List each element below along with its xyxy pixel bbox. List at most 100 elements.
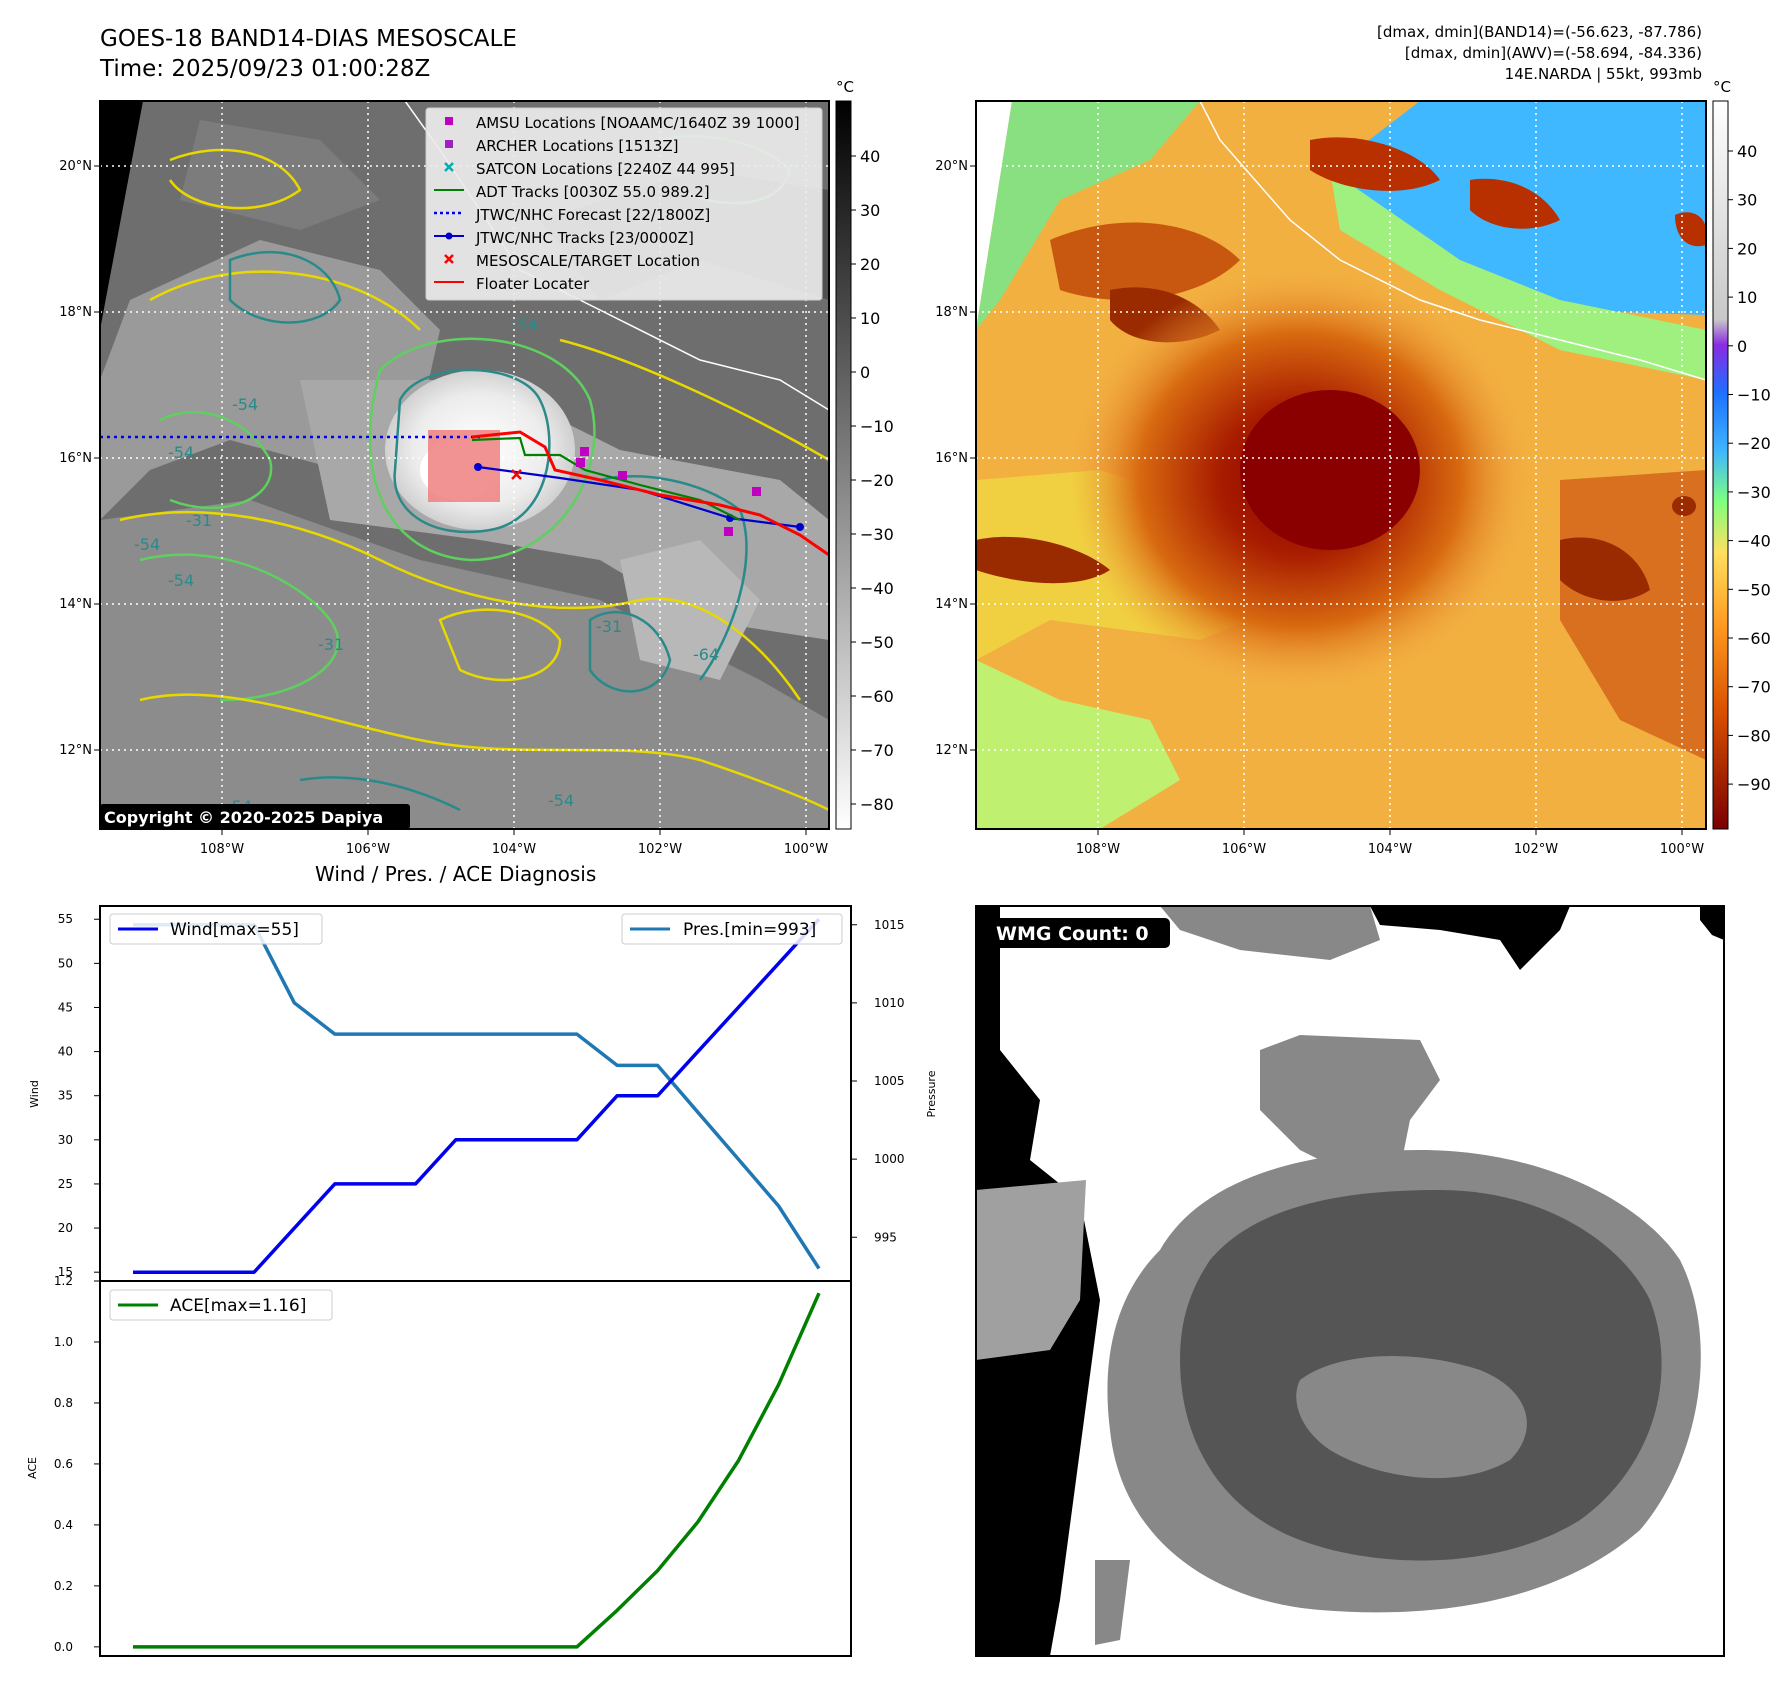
ace-tick-label: 0.0 [54,1640,73,1654]
svg-text:-54: -54 [548,791,574,810]
colorbar-tick-label: −10 [1737,386,1771,405]
pressure-tick-label: 1015 [874,918,905,932]
lat-tick-label: 14°N [59,597,92,612]
ace-axis-label: ACE [26,1457,39,1479]
wind-tick-label: 25 [58,1177,73,1191]
ir-lat-ticks: 20°N 18°N 16°N 14°N 12°N [59,159,100,758]
panel-title-line2: Time: 2025/09/23 01:00:28Z [100,56,431,82]
ir-colorbar [835,100,852,830]
colorbar-tick-label: 0 [860,363,870,382]
legend-label-tracks: JTWC/NHC Tracks [23/0000Z] [475,229,694,247]
colorbar-tick-label: −40 [1737,532,1771,551]
legend-label-forecast: JTWC/NHC Forecast [22/1800Z] [475,206,710,224]
legend-x-icon [444,162,454,172]
ir-frame [99,100,830,830]
lat-tick-label: 12°N [59,743,92,758]
svg-text:-54: -54 [232,395,258,414]
ace-series-line [133,1292,821,1649]
diagnosis-title: Wind / Pres. / ACE Diagnosis [315,862,597,886]
ace-tick-label: 0.2 [54,1579,73,1593]
lon-tick-label: 108°W [200,842,244,857]
copyright-text: Copyright © 2020-2025 Dapiya [104,808,383,827]
colorbar-tick-label: 20 [860,255,880,274]
svg-text:-54: -54 [168,571,194,590]
lon-tick-label: 102°W [1514,842,1558,857]
ace-tick-label: 1.0 [54,1335,73,1349]
pressure-axis-label: Pressure [925,1070,938,1117]
ace-legend-label: ACE[max=1.16] [170,1296,306,1316]
svg-text:-31: -31 [186,511,212,530]
lat-tick-label: 20°N [935,159,968,174]
panel-title-line1: GOES-18 BAND14-DIAS MESOSCALE [100,26,517,52]
colorbar-tick-label: 40 [1737,142,1757,161]
lat-tick-label: 16°N [59,451,92,466]
info-line-2: [dmax, dmin](AWV)=(-58.694, -84.336) [1404,44,1702,62]
wmg-image [976,906,1724,1656]
wmg-badge [986,918,1170,948]
info-line-1: [dmax, dmin](BAND14)=(-56.623, -87.786) [1377,23,1702,41]
colorbar-tick-label: 30 [1737,191,1757,210]
awv-colorbar-ticks: 40 30 20 10 0 −10 −20 −30 −40 −50 −60 −70 −80 −90 [1728,142,1771,794]
colorbar-tick-label: −30 [860,525,894,544]
colorbar-tick-label: −40 [860,579,894,598]
colorbar-tick-label: 10 [860,309,880,328]
diagnosis-chart: Wind Pressure ACE 15 20 25 30 35 40 45 50 55 995 1… [26,905,938,1657]
legend-label-amsu: AMSU Locations [NOAAMC/1640Z 39 1000] [476,114,800,132]
lon-tick-label: 106°W [346,842,390,857]
wmg-frame [975,905,1725,1657]
lat-tick-label: 16°N [935,451,968,466]
ace-tick-label: 0.4 [54,1518,73,1532]
colorbar-tick-label: −60 [1737,629,1771,648]
copyright-badge [100,804,410,829]
lat-tick-label: 18°N [59,305,92,320]
awv-frame [975,100,1707,830]
wind-legend-label: Wind[max=55] [170,920,299,940]
colorbar-tick-label: −70 [1737,678,1771,697]
ace-axes [99,1280,852,1657]
awv-lat-ticks: 20°N 18°N 16°N 14°N 12°N [935,159,976,758]
colorbar-tick-label: −70 [860,741,894,760]
awv-image [976,101,1706,829]
colorbar-tick-label: 20 [1737,239,1757,258]
lon-tick-label: 106°W [1222,842,1266,857]
svg-text:-31: -31 [318,635,344,654]
pres-legend-label: Pres.[min=993] [683,920,816,940]
colorbar-tick-label: −60 [860,687,894,706]
pressure-tick-label: 1010 [874,996,905,1010]
pressure-tick-label: 995 [874,1230,897,1244]
amsu-markers [576,447,761,536]
legend-square-icon [445,117,453,125]
wind-tick-label: 35 [58,1089,73,1103]
wind-series-line [133,918,821,1274]
colorbar-tick-label: 40 [860,147,880,166]
floater-track [471,430,829,557]
wind-tick-label: 45 [58,1000,73,1014]
ir-colorbar-ticks: 40 30 20 10 0 −10 −20 −30 −40 −50 −60 −70 −80 [851,147,894,814]
legend-label-satcon: SATCON Locations [2240Z 44 995] [476,160,735,178]
colorbar-tick-label: −90 [1737,775,1771,794]
legend-label-adt: ADT Tracks [0030Z 55.0 989.2] [476,183,710,201]
wind-tick-label: 15 [58,1265,73,1279]
colorbar-tick-label: −80 [1737,726,1771,745]
svg-text:-54: -54 [134,535,160,554]
colorbar-tick-label: −10 [860,417,894,436]
wind-tick-label: 20 [58,1221,73,1235]
colorbar-tick-label: −80 [860,795,894,814]
awv-colorbar-unit: °C [1713,78,1731,96]
lat-tick-label: 20°N [59,159,92,174]
target-marker [511,469,522,480]
ir-lon-ticks: 108°W 106°W 104°W 102°W 100°W [200,829,828,857]
svg-text:-64: -64 [693,645,719,664]
wind-axis-label: Wind [28,1080,41,1108]
svg-text:-31: -31 [596,617,622,636]
ace-tick-label: 1.2 [54,1274,73,1288]
ir-colorbar-unit: °C [836,78,854,96]
adt-track [471,436,741,521]
lon-tick-label: 104°W [1368,842,1412,857]
svg-text:-54: -54 [168,443,194,462]
mesoscale-box [428,430,500,502]
info-line-3: 14E.NARDA | 55kt, 993mb [1504,65,1702,83]
legend-square-icon [445,140,453,148]
lon-tick-label: 104°W [492,842,536,857]
awv-lon-ticks: 108°W 106°W 104°W 102°W 100°W [1076,829,1704,857]
